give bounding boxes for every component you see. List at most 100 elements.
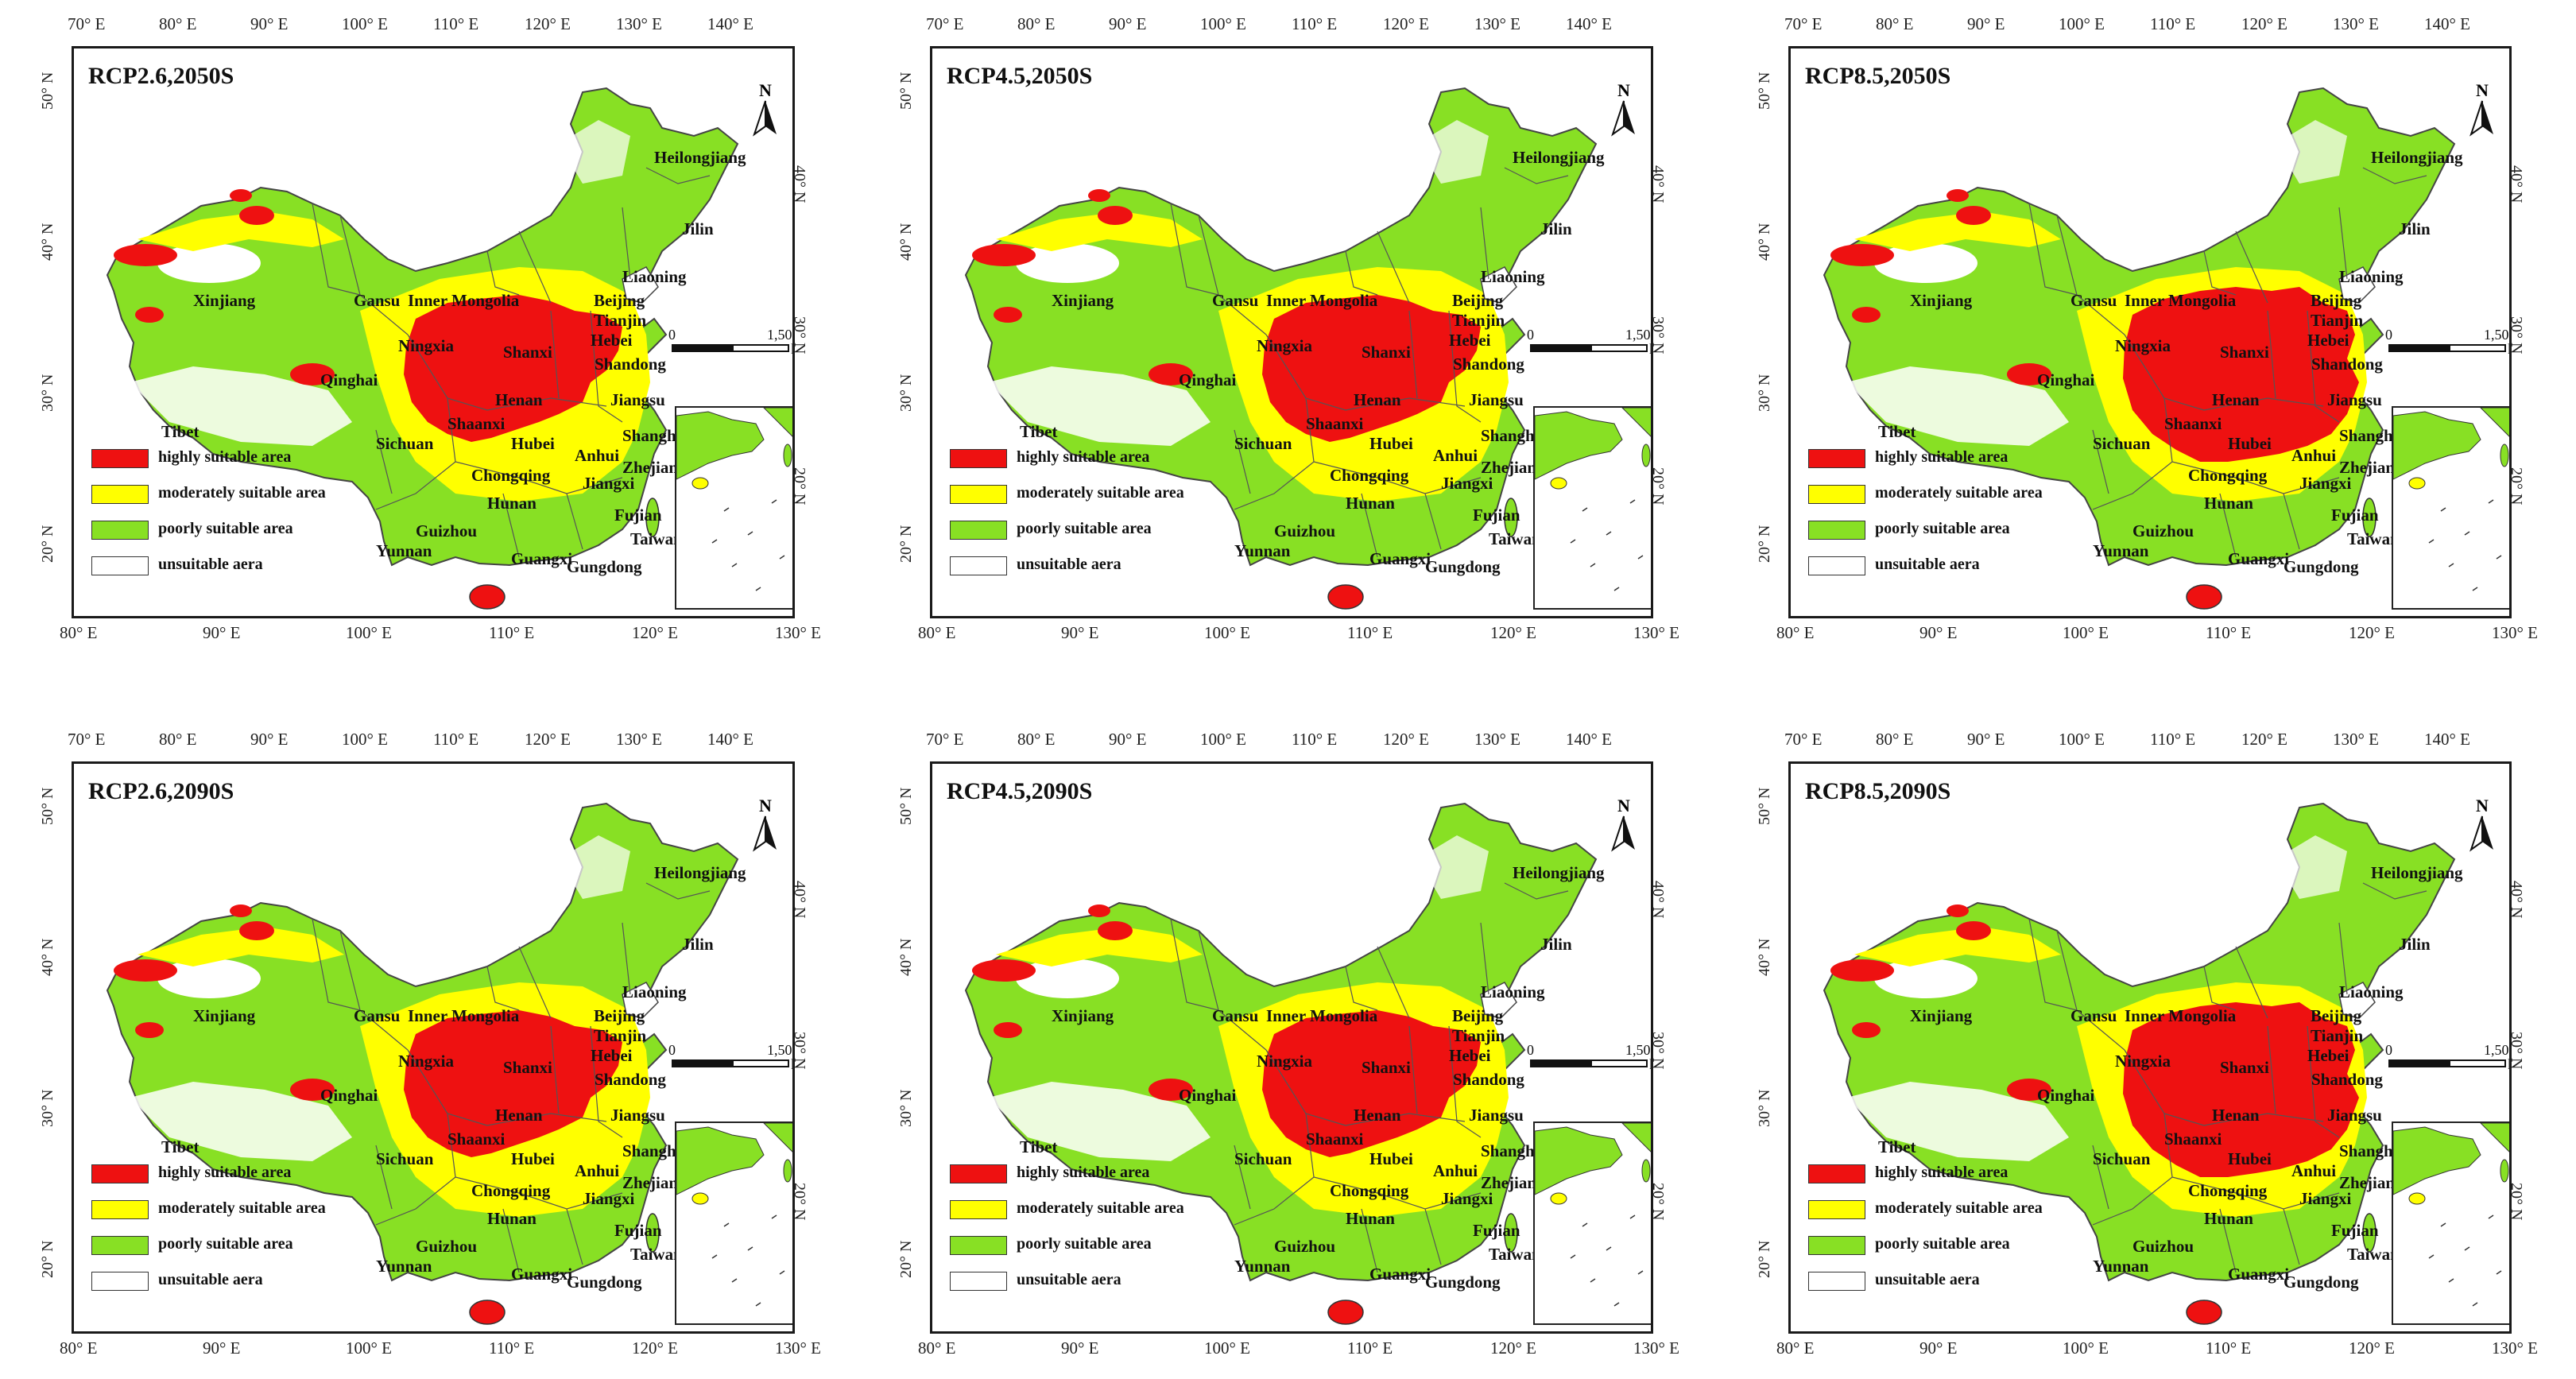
legend-swatch-poorly (950, 1236, 1007, 1255)
province-label: Chongqing (2188, 1181, 2268, 1200)
bottom-longitude-tick: 130° E (2492, 623, 2538, 642)
province-border (486, 250, 520, 296)
inset-island (2428, 1254, 2435, 1259)
province-label: Heilongjiang (1513, 148, 1605, 167)
left-latitude-tick: 30° N (1756, 1089, 1773, 1127)
inset-island (755, 1302, 761, 1307)
legend-swatch-highly (1808, 1164, 1865, 1183)
scale-start: 0 (2385, 327, 2392, 343)
top-longitude-tick: 70° E (1784, 14, 1823, 33)
scale-end: 1,500 (2484, 327, 2509, 343)
inset-map (1534, 1122, 1651, 1307)
top-longitude-tick: 120° E (2241, 730, 2287, 749)
highly-suitable-region (1852, 1022, 1881, 1038)
north-arrow-icon (1611, 100, 1635, 137)
panel-title: RCP2.6,2050S (88, 63, 234, 89)
inset-island (731, 1278, 738, 1283)
province-label: Gansu (1212, 291, 1259, 310)
bottom-longitude-tick: 130° E (1633, 623, 1679, 642)
top-longitude-tick: 110° E (2150, 14, 2196, 33)
province-label: Shandong (595, 354, 666, 374)
bottom-longitude-tick: 120° E (632, 1338, 678, 1358)
province-label: Yunnan (376, 541, 432, 560)
province-label: Taiwan (1489, 529, 1541, 548)
north-label: N (1617, 796, 1630, 815)
south-china-sea-inset (675, 1121, 792, 1325)
province-border (2307, 310, 2340, 423)
highly-suitable-region (972, 244, 1036, 266)
province-label: Liaoning (2339, 267, 2404, 286)
province-label: Ningxia (2115, 1052, 2171, 1071)
province-label: Jiangsu (1469, 1106, 1524, 1125)
highly-suitable-region (1149, 363, 1193, 385)
north-arrow: N (750, 80, 781, 137)
inset-island (2448, 563, 2454, 567)
province-label: Xinjiang (1052, 1006, 1114, 1025)
province-border (2203, 250, 2237, 296)
province-border (1234, 1176, 1315, 1226)
scale-end: 1,500 (767, 1042, 792, 1058)
scale-segment (1590, 344, 1648, 352)
province-border (1234, 461, 1315, 510)
bottom-longitude-tick: 80° E (918, 1338, 956, 1358)
left-latitude-tick: 30° N (897, 374, 915, 412)
province-border (1504, 882, 1569, 900)
panel-title: RCP2.6,2090S (88, 778, 234, 804)
inset-hainan (1550, 1192, 1567, 1205)
bottom-longitude-tick: 90° E (1061, 1338, 1099, 1358)
province-border (622, 922, 631, 995)
bottom-longitude-tick: 80° E (1776, 623, 1815, 642)
province-label: Yunnan (2093, 1257, 2149, 1276)
inset-map (676, 1122, 792, 1307)
province-label: Jiangsu (610, 390, 665, 409)
top-longitude-tick: 120° E (1383, 730, 1429, 749)
province-border (1170, 918, 1219, 1011)
province-label: Gungdong (2284, 557, 2359, 576)
bottom-longitude-tick: 100° E (346, 623, 392, 642)
left-latitude-tick: 30° N (39, 374, 56, 412)
province-label: Yunnan (376, 1257, 432, 1276)
province-label: Xinjiang (193, 1006, 256, 1025)
bottom-longitude-tick: 120° E (2349, 1338, 2395, 1358)
highly-suitable-region (1956, 206, 1991, 225)
unsuitable-region (1846, 1082, 2069, 1161)
province-label: Qinghai (320, 1086, 378, 1105)
south-china-sea-inset (675, 406, 792, 610)
top-longitude-tick: 100° E (2059, 14, 2105, 33)
north-label: N (759, 796, 772, 815)
south-china-sea-inset (1533, 406, 1651, 610)
inset-taiwan (1641, 1159, 1651, 1183)
province-label: Jilin (682, 219, 714, 238)
left-latitude-tick: 40° N (897, 223, 915, 261)
province-border (1234, 1145, 1251, 1210)
hainan-island (2186, 1300, 2222, 1325)
province-label: Anhui (1433, 1161, 1478, 1180)
legend-label-moderately: moderately suitable area (1875, 1199, 2043, 1217)
province-label: Tibet (161, 422, 199, 441)
hainan-island (469, 1300, 506, 1325)
unsuitable-region (1846, 366, 2069, 446)
province-label: Hebei (591, 331, 633, 350)
province-label: Liaoning (1481, 982, 1545, 1001)
province-border (2028, 203, 2078, 296)
bottom-longitude-tick: 80° E (60, 1338, 98, 1358)
inset-island (723, 1222, 730, 1227)
province-label: Guangxi (511, 549, 573, 568)
bottom-longitude-tick: 90° E (203, 1338, 241, 1358)
hainan-island (2186, 584, 2222, 610)
inset-island (1629, 499, 1636, 504)
top-longitude-tick: 130° E (2333, 14, 2379, 33)
province-label: Qinghai (320, 370, 378, 389)
top-longitude-tick: 110° E (433, 14, 479, 33)
bottom-longitude-tick: 110° E (489, 1338, 535, 1358)
hainan-island (1327, 1300, 1364, 1325)
legend-swatch-highly (91, 449, 149, 468)
top-longitude-tick: 80° E (1017, 14, 1056, 33)
province-border (1480, 922, 1489, 995)
north-arrow-icon (753, 815, 777, 852)
top-longitude-tick: 140° E (707, 730, 753, 749)
unsuitable-region (988, 366, 1211, 446)
inset-island (2496, 555, 2502, 560)
province-border (2092, 1145, 2109, 1210)
north-label: N (759, 80, 772, 100)
